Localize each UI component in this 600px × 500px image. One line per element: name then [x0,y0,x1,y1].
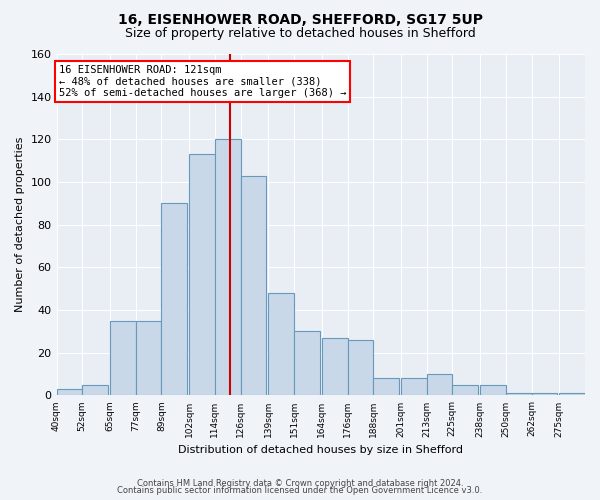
Bar [215,140,241,396]
Text: Size of property relative to detached houses in Shefford: Size of property relative to detached ho… [125,28,475,40]
Bar [268,293,294,396]
Bar [401,378,427,396]
Bar [241,176,266,396]
Y-axis label: Number of detached properties: Number of detached properties [15,137,25,312]
Bar [347,340,373,396]
Bar [136,320,161,396]
Bar [532,394,557,396]
Bar [506,394,532,396]
Bar [559,394,585,396]
Bar [373,378,399,396]
X-axis label: Distribution of detached houses by size in Shefford: Distribution of detached houses by size … [178,445,463,455]
Text: Contains HM Land Registry data © Crown copyright and database right 2024.: Contains HM Land Registry data © Crown c… [137,478,463,488]
Bar [56,389,82,396]
Text: 16 EISENHOWER ROAD: 121sqm
← 48% of detached houses are smaller (338)
52% of sem: 16 EISENHOWER ROAD: 121sqm ← 48% of deta… [59,64,346,98]
Bar [294,332,320,396]
Bar [110,320,136,396]
Bar [82,385,108,396]
Bar [189,154,215,396]
Bar [161,204,187,396]
Bar [452,385,478,396]
Text: Contains public sector information licensed under the Open Government Licence v3: Contains public sector information licen… [118,486,482,495]
Text: 16, EISENHOWER ROAD, SHEFFORD, SG17 5UP: 16, EISENHOWER ROAD, SHEFFORD, SG17 5UP [118,12,482,26]
Bar [480,385,506,396]
Bar [322,338,347,396]
Bar [427,374,452,396]
